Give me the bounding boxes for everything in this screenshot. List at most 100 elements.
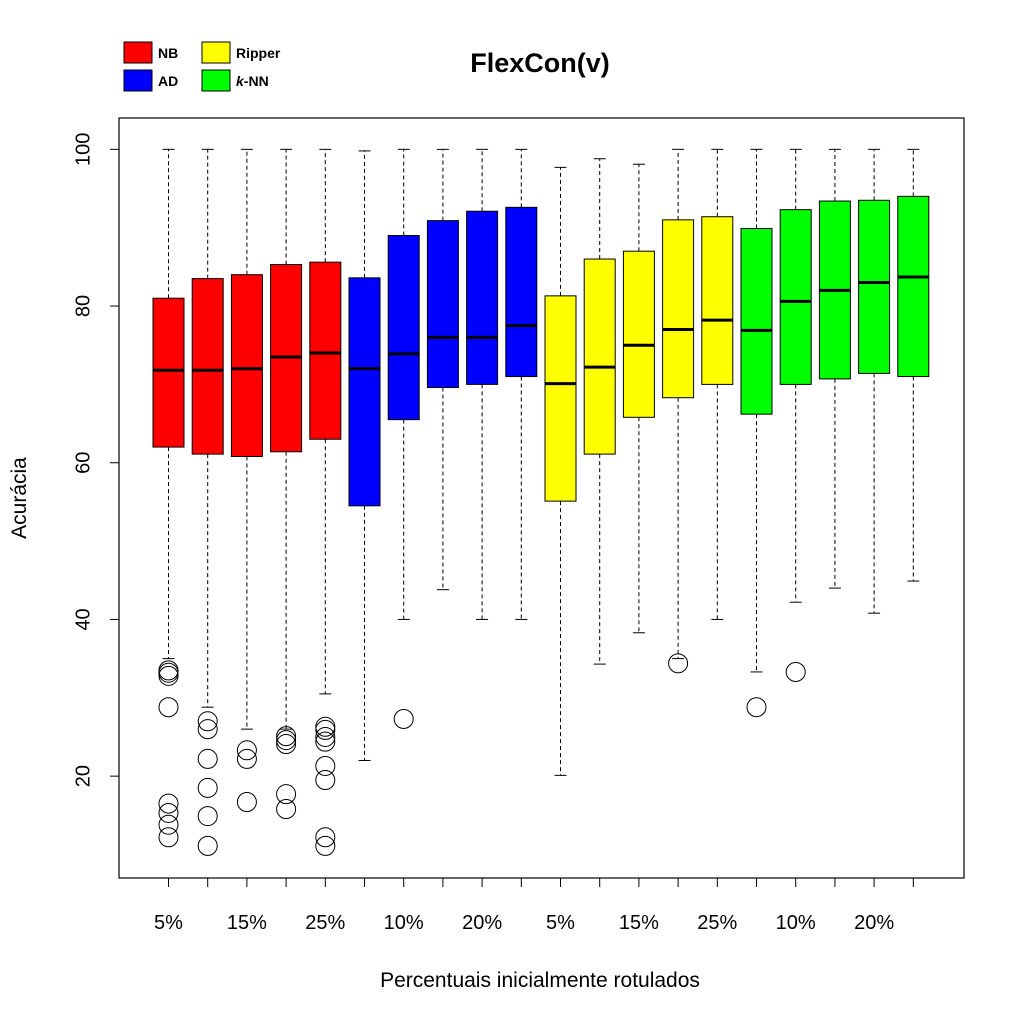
- box-body: [858, 199, 891, 374]
- box-body: [387, 235, 420, 421]
- outlier-point: [315, 726, 336, 747]
- outlier-point: [276, 730, 297, 751]
- legend-swatch: [201, 41, 231, 64]
- box-body: [152, 297, 185, 448]
- legend-item-ad: AD: [123, 69, 178, 92]
- boxes-layer: [152, 148, 930, 856]
- box-body: [309, 261, 342, 440]
- outlier-point: [158, 662, 179, 683]
- legend-item-k-nn: k-NN: [201, 69, 269, 92]
- box-9: [466, 148, 499, 620]
- outlier-point: [315, 716, 336, 737]
- box-body: [426, 220, 459, 389]
- outlier-point: [197, 748, 218, 769]
- y-axis: 20 40 60 80 100: [72, 133, 120, 787]
- outlier-point: [276, 726, 297, 747]
- x-tick-label: 25%: [305, 912, 345, 934]
- outlier-point: [393, 708, 414, 729]
- legend-item-ripper: Ripper: [201, 41, 281, 64]
- outlier-point: [746, 697, 767, 718]
- box-3: [230, 148, 263, 812]
- box-19: [858, 148, 891, 614]
- box-13: [622, 163, 655, 634]
- box-14: [662, 148, 695, 674]
- box-10: [505, 148, 538, 620]
- x-tick-label: 20%: [462, 912, 502, 934]
- box-body: [191, 278, 224, 455]
- outlier-point: [158, 814, 179, 835]
- box-15: [701, 148, 734, 620]
- outlier-point: [197, 711, 218, 732]
- box-12: [583, 158, 616, 665]
- box-1: [152, 148, 185, 848]
- box-body: [583, 258, 616, 455]
- outlier-point: [236, 792, 257, 812]
- box-17: [779, 148, 812, 682]
- outlier-point: [315, 755, 336, 776]
- box-body: [740, 227, 773, 415]
- outlier-point: [158, 802, 179, 823]
- outlier-point: [158, 665, 179, 686]
- outlier-point: [158, 827, 179, 848]
- box-20: [897, 148, 930, 582]
- x-axis-label: Percentuais inicialmente rotulados: [380, 969, 700, 992]
- box-18: [818, 148, 851, 589]
- x-tick-label: 5%: [154, 912, 183, 934]
- legend-swatch: [123, 41, 153, 64]
- legend: NB Ripper AD k-NN: [123, 41, 281, 92]
- box-body: [230, 274, 263, 457]
- legend-swatch: [123, 69, 153, 92]
- outlier-point: [276, 799, 297, 820]
- x-tick-label: 5%: [546, 912, 575, 934]
- y-tick-label: 80: [72, 295, 94, 317]
- outlier-point: [315, 835, 336, 856]
- box-2: [191, 148, 224, 856]
- box-11: [544, 166, 577, 776]
- outlier-point: [785, 661, 806, 682]
- box-6: [348, 150, 381, 761]
- y-tick-label: 60: [72, 452, 94, 474]
- outlier-point: [236, 740, 257, 761]
- box-body: [897, 195, 930, 378]
- x-tick-label: 25%: [697, 912, 737, 934]
- outlier-point: [315, 770, 336, 791]
- outlier-point: [315, 731, 336, 752]
- box-body: [779, 209, 812, 385]
- box-body: [662, 219, 695, 399]
- outlier-point: [197, 835, 218, 856]
- box-body: [466, 210, 499, 385]
- box-16: [740, 148, 773, 718]
- x-tick-label: 10%: [384, 912, 424, 934]
- y-tick-label: 40: [72, 608, 94, 630]
- legend-label: NB: [158, 45, 178, 61]
- y-tick-label: 100: [72, 133, 94, 166]
- outlier-point: [668, 653, 689, 674]
- box-4: [270, 148, 303, 820]
- outlier-point: [276, 784, 297, 805]
- outlier-point: [197, 719, 218, 740]
- outlier-point: [315, 827, 336, 848]
- x-tick-label: 10%: [776, 912, 816, 934]
- outlier-point: [197, 777, 218, 798]
- box-7: [387, 148, 420, 729]
- legend-item-nb: NB: [123, 41, 178, 64]
- box-8: [426, 148, 459, 591]
- legend-label: AD: [158, 73, 178, 89]
- box-body: [701, 216, 734, 385]
- legend-label: k-NN: [236, 73, 269, 89]
- box-5: [309, 148, 342, 856]
- x-axis: 5% 15% 25% 10% 20% 5% 15% 25% 10% 20%: [154, 877, 914, 934]
- box-body: [544, 295, 577, 502]
- outlier-point: [158, 697, 179, 718]
- y-axis-label: Acurácia: [8, 457, 31, 539]
- chart-title: FlexCon(v): [470, 48, 610, 78]
- outlier-point: [236, 748, 257, 769]
- legend-label: Ripper: [236, 45, 281, 61]
- x-tick-label: 15%: [619, 912, 659, 934]
- x-tick-label: 15%: [227, 912, 267, 934]
- box-body: [622, 250, 655, 418]
- outlier-point: [276, 734, 297, 755]
- outlier-point: [197, 806, 218, 827]
